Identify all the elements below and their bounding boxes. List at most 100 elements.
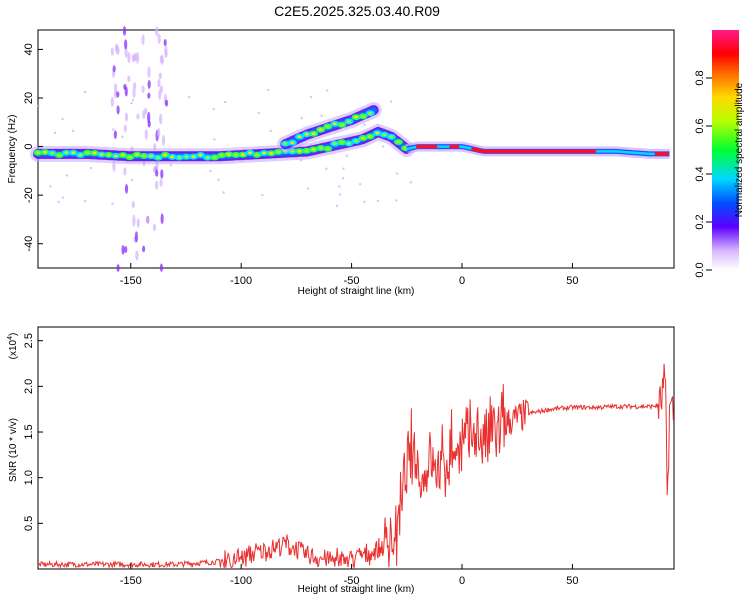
spectrogram-noise-dot [212,107,215,111]
chart-title: C2E5.2025.325.03.40.R09 [274,3,440,19]
spectrogram-noise-dot [213,138,216,141]
spectrogram-noise-dot [342,167,345,170]
spectrogram-noise-dot [309,95,313,99]
spectrogram-noise-streak [145,216,149,224]
spectrogram-lower-trace-blob-core [318,146,323,150]
spectrogram-noise-streak [124,86,128,97]
spectrogram-data-layer [30,26,670,272]
spectrogram-noise-dot [320,114,323,117]
snr-y-tick-label: 2.0 [23,379,35,394]
spectrogram-lower-trace-blob-core [142,154,146,158]
spectrogram-noise-streak [110,96,114,107]
spectrogram-y-tick-label: 0 [23,144,35,150]
spectrogram-noise-streak [112,65,116,73]
spectrogram-x-tick-label: 50 [566,275,578,287]
spectrogram-noise-streak [160,169,164,179]
spectrogram-noise-dot [363,123,366,127]
spectrogram-noise-streak [161,134,166,147]
spectrogram-noise-streak [144,129,148,140]
spectrogram-noise-dot [89,166,93,170]
snr-x-tick-label: 0 [459,575,465,587]
spectrogram-noise-dot [341,177,345,180]
spectrogram-lower-trace-blob-core [240,153,245,156]
spectrogram-upper-trace-blob-core [346,120,351,123]
spectrogram-noise-streak [133,52,138,61]
spectrogram-noise-dot [395,199,398,202]
spectrogram-noise-streak [124,46,128,58]
spectrogram-noise-streak [136,113,140,120]
spectrogram-x-tick-label: -50 [344,275,360,287]
spectrogram-lower-trace-blob-core [269,151,274,155]
snr-scale-label-base: (x10 [8,339,19,359]
snr-y-ticks: 0.5 1.0 1.5 2.0 2.5 [23,333,43,531]
spectrogram-noise-dot [409,181,413,184]
spectrogram-noise-streak [127,51,131,64]
spectrogram-upper-trace-blob-core [325,125,330,128]
spectrogram-noise-streak [124,184,129,194]
spectrogram-noise-streak [121,245,125,255]
spectrogram-lower-trace-blob-core [325,147,330,150]
spectrogram-x-label: Height of straight line (km) [298,286,415,297]
spectrogram-noise-dot [169,164,173,167]
snr-x-tick-label: -100 [230,575,252,587]
spectrogram-lower-trace-blob-core [113,154,118,158]
spectrogram-noise-streak [131,201,135,209]
snr-x-label: Height of straight line (km) [298,584,415,595]
spectrogram-lower-trace-blob-core [396,140,401,144]
spectrogram-noise-dot [325,167,328,170]
spectrogram-noise-streak [164,99,169,107]
spectrogram-noise-dot [389,100,393,103]
snr-x-ticks: -150 -100 -50 0 50 [120,564,579,587]
spectrogram-lower-trace-blob-core [99,153,104,156]
spectrogram-lower-trace-blob-core [226,153,231,156]
spectrogram-lower-trace-blob-core [64,151,69,155]
spectrogram-lower-trace-blob-core [71,151,76,154]
spectrogram-upper-trace-blob-core [339,123,344,127]
spectrogram-lower-trace-blob-core [368,135,373,138]
snr-x-tick-label: 50 [566,575,578,587]
spectrogram-lower-trace-blob-core [78,153,83,157]
spectrogram-noise-dot [306,187,310,190]
spectrogram-lower-trace-blob-core [205,156,210,159]
spectrogram-noise-streak [136,218,140,228]
spectrogram-lower-trace-blob-core [120,153,125,157]
spectrogram-noise-dot [131,99,135,102]
spectrogram-upper-trace-blob-core [368,111,373,115]
spectrogram-lower-trace-blob-core [248,151,252,155]
spectrogram-noise-dot [217,178,220,181]
spectrogram-noise-streak [133,82,137,90]
spectrogram-x-tick-label: 0 [459,275,465,287]
spectrogram-noise-dot [65,174,69,177]
spectrogram-y-tick-label: -40 [23,236,35,252]
colorbar-tick-label: 0.8 [694,70,706,85]
spectrogram-y-label: Frequency (Hz) [7,115,18,184]
spectrogram-lower-trace-blob-core [57,153,62,157]
spectrogram-noise-streak [160,213,164,225]
spectrogram-noise-dot [300,116,303,120]
spectrogram-noise-dot [269,129,272,133]
spectrogram-upper-trace-blob-core [332,122,337,126]
spectrogram-noise-dot [53,131,57,135]
spectrogram-noise-dot [49,185,52,188]
spectrogram-panel: -150 -100 -50 0 50 -40 -20 0 20 40 Height of str… [7,26,675,297]
spectrogram-x-tick-label: -100 [230,275,252,287]
spectrogram-noise-dot [222,191,225,194]
snr-x-tick-label: -150 [120,575,142,587]
spectrogram-noise-dot [376,199,380,203]
spectrogram-lower-trace-blob-core [339,140,344,144]
spectrogram-noise-dot [223,100,227,104]
snr-x-tick-label: -50 [344,575,360,587]
spectrogram-lower-trace-blob-core [191,155,196,158]
spectrogram-upper-trace-blob-core [290,141,295,144]
spectrogram-noise-streak [144,107,148,115]
spectrogram-noise-dot [209,169,212,173]
spectrogram-noise-streak [163,39,167,47]
spectrogram-noise-dot [187,95,191,99]
snr-panel: -150 -100 -50 0 50 0.5 1.0 1.5 2.0 2.5 Height of… [7,326,675,595]
spectrogram-lower-trace-blob-core [304,149,309,153]
spectrogram-noise-streak [159,85,164,94]
spectrogram-noise-dot [267,88,270,92]
spectrogram-noise-dot [61,196,65,199]
spectrogram-noise-streak [123,124,127,133]
